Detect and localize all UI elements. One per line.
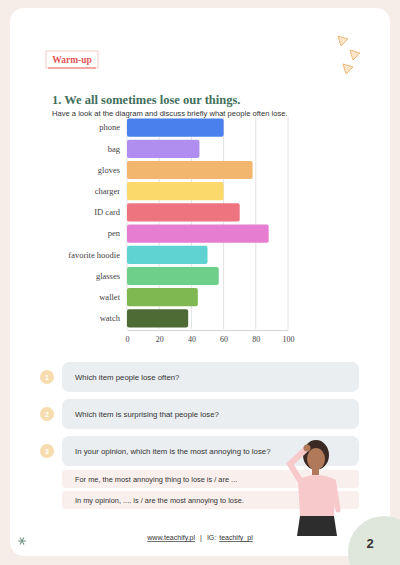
decor-triangle	[350, 50, 360, 60]
category-label: wallet	[99, 292, 120, 302]
skirt	[297, 516, 337, 536]
bar	[127, 246, 208, 264]
hair	[303, 440, 329, 470]
category-label: favorite hoodie	[68, 250, 120, 260]
grid-line	[255, 117, 256, 329]
y-tick: gloves	[98, 165, 127, 175]
x-tick-label: 80	[252, 335, 260, 344]
label-underline	[48, 67, 96, 69]
decor-star	[18, 538, 26, 545]
corner-blob	[348, 516, 400, 565]
grid-line	[223, 117, 224, 329]
category-label: charger	[95, 186, 120, 196]
x-tick-label: 100	[283, 335, 295, 344]
question-number-badge	[40, 407, 54, 421]
category-label: watch	[100, 313, 121, 323]
y-tick: glasses	[96, 271, 127, 281]
footer-social: teachify_pl	[219, 534, 253, 542]
answer-frame-text: In my opinion, .... is / are the most an…	[75, 496, 244, 505]
y-tick: favorite hoodie	[68, 250, 127, 260]
category-label: gloves	[98, 165, 120, 175]
x-tick-label: 0	[126, 335, 130, 344]
bar	[127, 161, 253, 179]
hand	[304, 445, 311, 452]
bars	[127, 118, 269, 327]
bar	[127, 267, 219, 285]
x-tick-label: 60	[220, 335, 228, 344]
question-text: Which item people lose often?	[75, 373, 180, 382]
x-tick: 60	[220, 330, 228, 344]
category-label: ID card	[94, 207, 120, 217]
illustration	[290, 440, 338, 536]
question-box	[62, 362, 359, 392]
arm	[334, 484, 338, 510]
category-label: bag	[108, 144, 121, 154]
section-label: Warm-up	[52, 55, 92, 65]
card	[10, 8, 390, 556]
footer-website: www.teachify.pl	[146, 534, 195, 542]
category-label: phone	[99, 122, 120, 132]
x-tick: 80	[252, 330, 260, 344]
face	[307, 448, 325, 470]
arm	[290, 449, 306, 482]
x-tick: 40	[188, 330, 196, 344]
label-box	[46, 51, 98, 68]
y-tick: pen	[108, 228, 127, 238]
footer-separator: |	[200, 534, 202, 542]
bar	[127, 182, 224, 200]
grid	[127, 117, 288, 329]
question-number-badge	[40, 444, 54, 458]
bar	[127, 140, 199, 158]
bar	[127, 203, 240, 221]
question-number: 2	[45, 411, 49, 418]
decor-triangle	[343, 64, 353, 74]
star-stroke	[20, 538, 24, 545]
bar	[127, 309, 188, 327]
y-tick: watch	[100, 313, 127, 323]
bar	[127, 288, 198, 306]
page-background	[0, 0, 400, 565]
x-axis: 0 20 40 60 80 100	[126, 330, 295, 344]
question-number: 1	[45, 374, 49, 381]
section-instruction: Have a look at the diagram and discuss b…	[52, 109, 288, 118]
x-axis-line	[128, 330, 289, 331]
bar	[127, 224, 269, 242]
y-tick: phone	[99, 122, 127, 132]
answer-frame-text: For me, the most annoying thing to lose …	[75, 475, 237, 484]
y-tick: charger	[95, 186, 127, 196]
footer: www.teachify.pl | IG:teachify_pl	[146, 534, 253, 542]
x-tick: 0	[126, 330, 130, 344]
question-box	[62, 399, 359, 429]
section-title: 1. We all sometimes lose our things.	[52, 93, 240, 107]
y-axis: phone bag gloves charger ID card pen favorite …	[68, 122, 127, 323]
category-label: glasses	[96, 271, 120, 281]
question-text: In your opinion, which item is the most …	[75, 447, 271, 456]
question-number: 3	[45, 448, 49, 455]
y-tick: wallet	[99, 292, 127, 302]
decor-triangle	[338, 36, 348, 46]
footer-social-prefix: IG:	[207, 534, 216, 541]
category-label: pen	[108, 228, 121, 238]
bar	[127, 118, 224, 136]
y-tick: bag	[108, 144, 127, 154]
star-stroke	[20, 538, 24, 545]
x-tick: 100	[283, 330, 295, 344]
y-tick: ID card	[94, 207, 127, 217]
page-number: 2	[366, 536, 373, 551]
chart: 0 20 40 60 80 100 phone bag gloves charger ID card…	[68, 117, 294, 344]
page: Warm-up 1. We all sometimes lose our thin…	[0, 0, 400, 565]
grid-line	[288, 117, 289, 329]
x-tick: 20	[156, 330, 164, 344]
question-number-badge	[40, 370, 54, 384]
x-tick-label: 40	[188, 335, 196, 344]
question-text: Which item is surprising that people los…	[75, 410, 220, 419]
x-tick-label: 20	[156, 335, 164, 344]
